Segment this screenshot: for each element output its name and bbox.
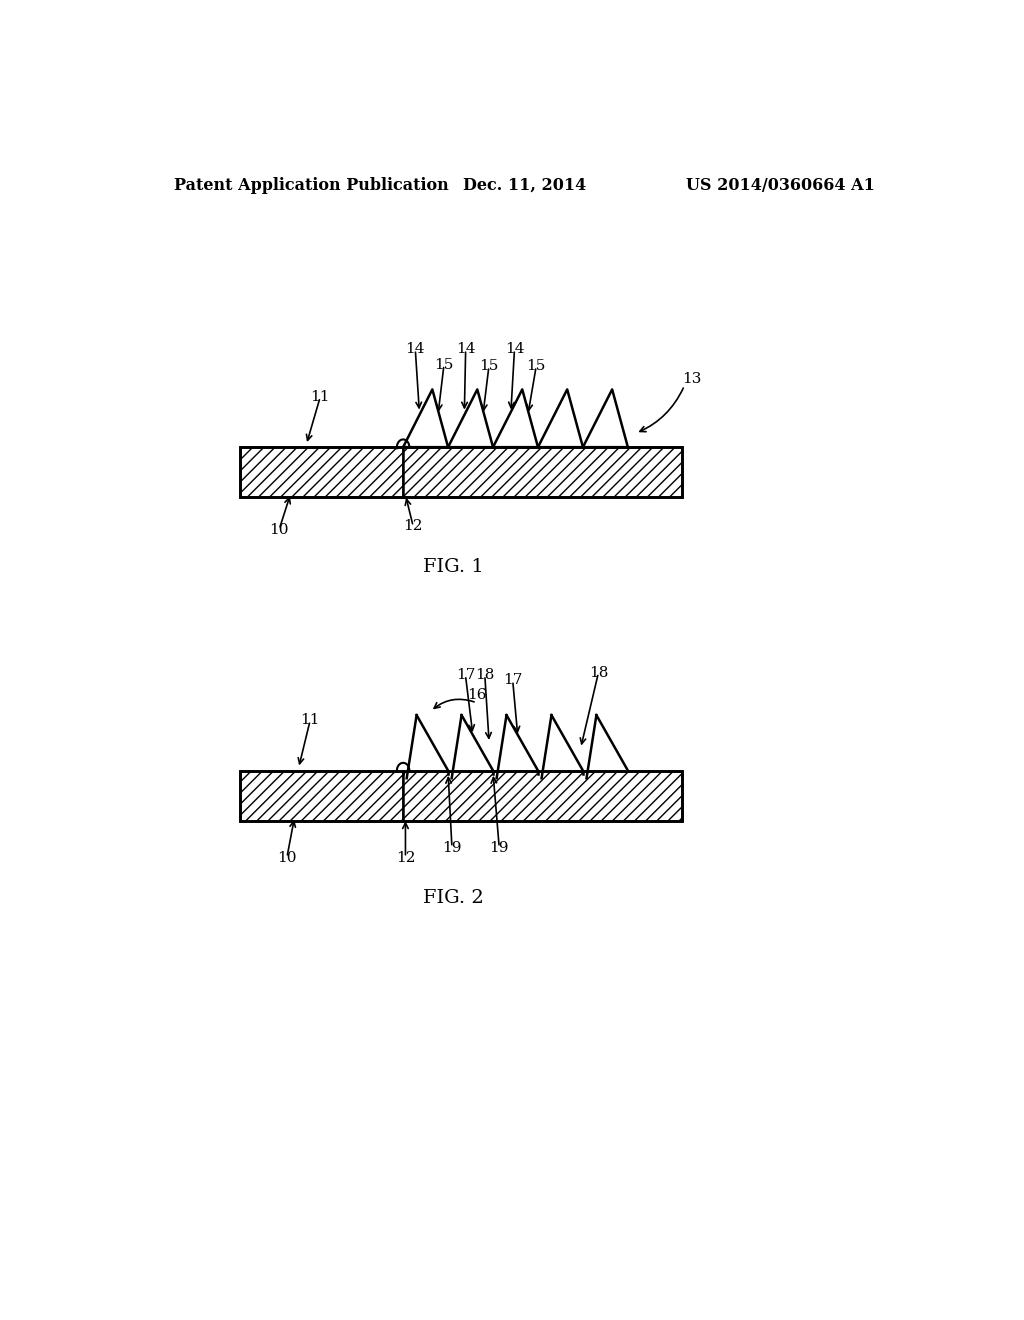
Text: 14: 14 — [456, 342, 475, 356]
Text: 10: 10 — [278, 850, 297, 865]
Text: US 2014/0360664 A1: US 2014/0360664 A1 — [686, 177, 876, 194]
Text: FIG. 1: FIG. 1 — [423, 557, 484, 576]
Text: 10: 10 — [269, 523, 289, 536]
Text: 12: 12 — [403, 520, 423, 533]
Text: 14: 14 — [406, 342, 425, 356]
Bar — [403, 447, 682, 498]
Text: 11: 11 — [310, 391, 330, 404]
Bar — [241, 771, 403, 821]
Text: Patent Application Publication: Patent Application Publication — [174, 177, 450, 194]
Text: 17: 17 — [503, 673, 522, 688]
Text: 18: 18 — [475, 668, 495, 682]
Bar — [241, 771, 682, 821]
Text: FIG. 2: FIG. 2 — [423, 888, 484, 907]
Bar — [241, 447, 682, 498]
Text: 17: 17 — [456, 668, 475, 682]
Text: Dec. 11, 2014: Dec. 11, 2014 — [463, 177, 587, 194]
Text: 15: 15 — [526, 359, 546, 374]
Text: 19: 19 — [442, 841, 462, 854]
Text: 19: 19 — [489, 841, 509, 854]
Bar — [241, 447, 403, 498]
Text: 15: 15 — [479, 359, 499, 374]
Text: 14: 14 — [505, 342, 524, 356]
Text: 16: 16 — [467, 688, 486, 702]
Text: 15: 15 — [434, 358, 454, 372]
Text: 18: 18 — [589, 665, 608, 680]
Text: 11: 11 — [300, 714, 319, 727]
Bar — [403, 771, 682, 821]
Text: 13: 13 — [683, 372, 701, 387]
Text: 12: 12 — [395, 850, 415, 865]
